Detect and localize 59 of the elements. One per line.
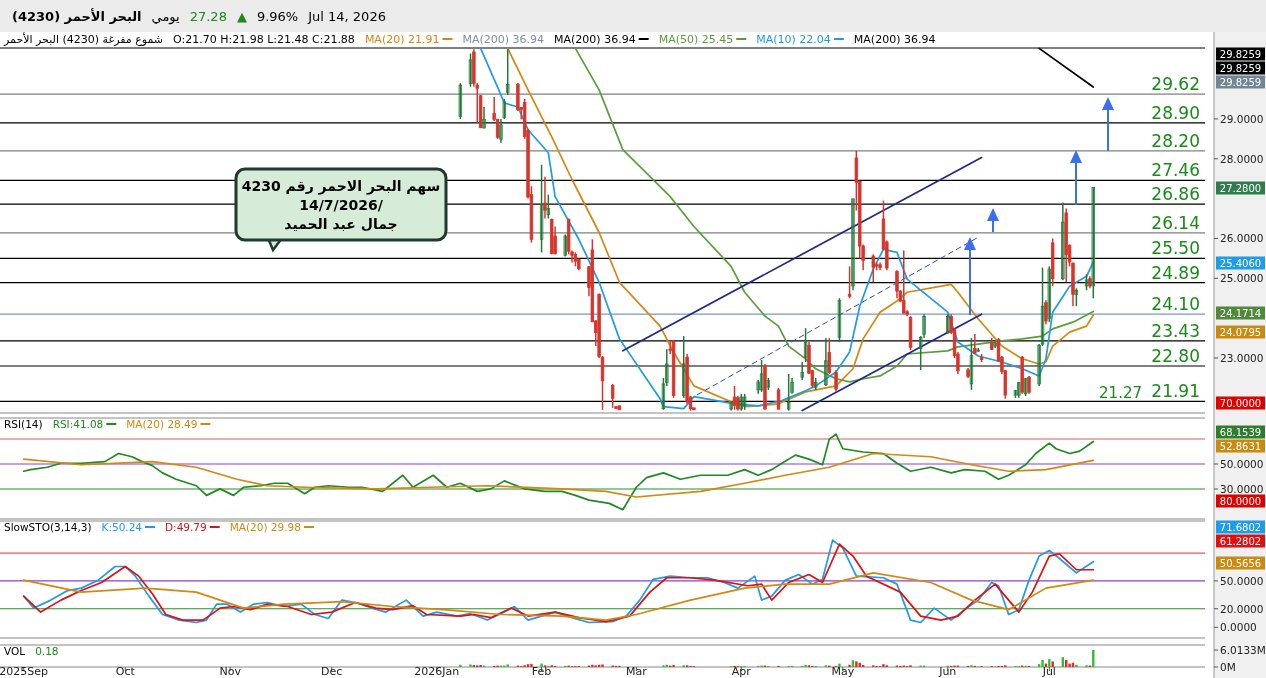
x-tick-label: Feb (531, 665, 552, 678)
chart-title: SlowSTO(3,14,3) (4, 521, 92, 533)
chart-title: VOL (4, 645, 26, 657)
x-tick-label: Nov (219, 665, 242, 678)
y-tick-label: 50.0000 (1220, 574, 1264, 587)
chart-title: البحر الأحمر (4230) (12, 8, 142, 24)
y-tick-label: 25.0000 (1220, 272, 1264, 285)
x-tick-label: 2026Jan (414, 665, 460, 678)
ref-line-label: 27.46 (1151, 160, 1200, 181)
legend-label: D:49.79 (165, 521, 207, 533)
annotation: 0.18 (35, 645, 59, 657)
text: يومي (151, 9, 181, 25)
legend-label: MA(20) 21.91 (364, 33, 440, 46)
ref-line-label: 25.50 (1151, 238, 1200, 259)
x-tick-label: Jul (1041, 665, 1056, 678)
ref-line-label: 26.14 (1151, 212, 1200, 233)
legend-label: K:50.24 (101, 521, 143, 533)
legend-label: RSI:41.08 (52, 418, 104, 430)
x-tick-label: Mar (625, 665, 648, 678)
text: O:21.70 H:21.98 L:21.48 C:21.88 (173, 33, 355, 46)
legend-label: MA(20) 29.98 (229, 521, 301, 533)
text: Jul 14, 2026 (307, 9, 386, 24)
x-tick-label: Jun (938, 665, 957, 678)
x-tick-label: Dec (321, 665, 343, 678)
ref-line-label: 23.43 (1151, 320, 1200, 341)
y-tick-label: 50.0000 (1220, 458, 1264, 470)
y-tick-label: 20.0000 (1220, 602, 1264, 615)
legend-label: MA(50) 25.45 (658, 33, 734, 46)
y-tick-label: 30.0000 (1220, 483, 1264, 495)
chart-subtitle: شموع مفرغة (4230) البحر الأحمر (3, 32, 164, 46)
ref-line-label: 24.89 (1151, 262, 1200, 283)
x-tick-label: 2025Sep (0, 665, 49, 678)
ref-line-label: 29.62 (1151, 74, 1200, 95)
y-tick-label: 0.0000 (1220, 621, 1257, 634)
y-tick-label: 0M (1220, 661, 1236, 673)
x-tick-label: May (831, 665, 855, 678)
text: 9.96% (256, 9, 299, 24)
text: 27.28 (189, 9, 227, 24)
text: ▲ (236, 9, 247, 24)
legend-label: MA(10) 22.04 (756, 33, 831, 46)
ref-line-label: 28.90 (1151, 102, 1200, 123)
ref-line-label: 22.80 (1151, 345, 1200, 366)
legend-label: MA(200) 36.94 (554, 33, 636, 46)
ref-line-label: 21.91 (1151, 381, 1200, 402)
chart-title: RSI(14) (4, 418, 43, 430)
y-tick-label: 23.0000 (1220, 352, 1264, 365)
legend-label: MA(20) 28.49 (126, 418, 198, 430)
y-tick-label: 29.0000 (1220, 112, 1264, 125)
y-tick-label: 26.0000 (1220, 232, 1264, 245)
text: MA(200) 36.94 (462, 33, 545, 46)
y-tick-label: 28.0000 (1220, 152, 1264, 165)
annotation: 21.27 (1099, 384, 1142, 402)
x-tick-label: Apr (731, 665, 752, 678)
text: MA(200) 36.94 (853, 33, 936, 46)
ref-line-label: 28.20 (1151, 130, 1200, 151)
x-tick-label: Oct (115, 665, 136, 678)
y-tick-label: 6.0133M (1220, 644, 1266, 657)
ref-line-label: 24.10 (1151, 294, 1200, 315)
ref-line-label: 26.86 (1151, 184, 1200, 205)
